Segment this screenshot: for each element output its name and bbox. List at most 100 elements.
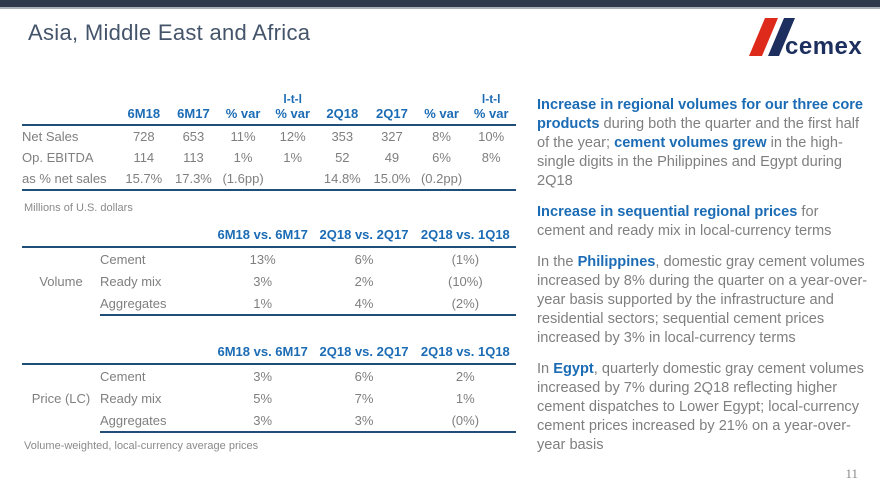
- page-title: Asia, Middle East and Africa: [28, 20, 311, 45]
- column-header: 6M17: [168, 92, 219, 126]
- group-label: Volume: [39, 274, 83, 289]
- table-cell: 7%: [354, 390, 374, 406]
- table-cell: (0.2pp): [416, 168, 467, 191]
- column-header: 2Q17: [367, 92, 417, 126]
- row-label: Ready mix: [100, 390, 162, 406]
- table-corner-cell: [22, 344, 100, 365]
- table-cell: 10%: [478, 129, 505, 144]
- table-corner-cell: [22, 227, 100, 248]
- highlight-text: cement volumes grew: [614, 135, 767, 151]
- row-label: Cement: [100, 368, 146, 384]
- column-header: 2Q18 vs. 1Q18: [414, 344, 516, 365]
- column-header: 2Q18: [317, 92, 368, 126]
- table-cell: 653: [182, 129, 205, 144]
- table-cell: 1%: [455, 390, 475, 406]
- table-cell: 4%: [313, 292, 415, 316]
- top-accent-bar: [0, 0, 880, 9]
- table-cell: 1%: [212, 292, 314, 316]
- highlights-column: Increase in regional volumes for our thr…: [537, 96, 870, 467]
- table-row-aggregates: Aggregates 1% 4% (2%): [22, 292, 516, 316]
- table-cell: 8%: [432, 129, 451, 144]
- table-cell: (1.6pp): [218, 168, 268, 191]
- table-cell: 6%: [432, 150, 451, 165]
- volume-table: 6M18 vs. 6M17 2Q18 vs. 2Q17 2Q18 vs. 1Q1…: [22, 227, 516, 316]
- body-text: in the high-single digits in the Philipp…: [537, 135, 843, 189]
- table-cell: 3%: [313, 409, 415, 433]
- highlight-paragraph-volumes: Increase in regional volumes for our thr…: [537, 96, 870, 191]
- table-cell: (1%): [451, 251, 480, 267]
- logo-wordmark: cemex: [785, 33, 862, 60]
- table-cell: 3%: [212, 409, 314, 433]
- table-cell: 113: [183, 150, 204, 165]
- table-cell: 13%: [249, 251, 276, 267]
- column-header: 6M18 vs. 6M17: [212, 344, 314, 365]
- body-text: during both the quarter and the first ha…: [537, 116, 860, 151]
- body-text: In: [537, 361, 554, 377]
- highlight-paragraph-egypt: In Egypt, quarterly domestic gray cement…: [537, 360, 870, 455]
- table-cell: 52: [335, 150, 350, 165]
- highlight-text: Philippines: [577, 254, 656, 270]
- row-label: Aggregates: [100, 292, 212, 316]
- table-cell: 49: [384, 150, 400, 165]
- row-label: Op. EBITDA: [22, 150, 94, 165]
- column-header: 6M18: [119, 92, 169, 126]
- table-cell: 1%: [283, 150, 303, 165]
- table-row-cement: Price (LC) Cement 3% 6% 2%: [22, 364, 516, 407]
- highlight-paragraph-philippines: In the Philippines, domestic gray cement…: [537, 253, 870, 348]
- column-header: l-t-l% var: [466, 92, 516, 126]
- table-cell: [466, 168, 516, 191]
- table-cell: 6%: [354, 251, 374, 267]
- table-cell: 12%: [279, 129, 306, 144]
- price-table: 6M18 vs. 6M17 2Q18 vs. 2Q17 2Q18 vs. 1Q1…: [22, 344, 516, 433]
- body-text: In the: [537, 254, 578, 270]
- table-row-ready-mix: Ready mix 3% 2% (10%): [22, 270, 516, 292]
- table-cell: 5%: [253, 390, 273, 406]
- row-label: as % net sales: [22, 168, 119, 191]
- body-text: , domestic gray cement volumes increased…: [537, 254, 868, 346]
- table-cell: 3%: [253, 273, 273, 289]
- table-corner-cell: [100, 227, 212, 248]
- price-table-footnote: Volume-weighted, local-currency average …: [24, 440, 259, 452]
- table-cell: 353: [331, 129, 354, 144]
- table-cell: 1%: [233, 150, 253, 165]
- table-cell: (10%): [447, 273, 483, 289]
- row-label: Cement: [100, 251, 146, 267]
- table-row-ready-mix: Ready mix 5% 7% 1%: [22, 387, 516, 409]
- table-corner-cell: [100, 344, 212, 365]
- table-cell: 114: [133, 150, 155, 165]
- page-number: 11: [845, 466, 858, 481]
- table-cell: [267, 168, 318, 191]
- highlight-text: Increase in sequential regional prices: [537, 204, 798, 220]
- table-cell: (2%): [414, 292, 516, 316]
- table-cell: 6%: [354, 368, 374, 384]
- column-header: l-t-l% var: [267, 92, 318, 126]
- table-row-net-sales: Net Sales 728 653 11% 12% 353 327 8% 10%: [22, 125, 516, 147]
- table-cell: (0%): [414, 409, 516, 433]
- highlight-text: Egypt: [553, 361, 594, 377]
- column-header: 6M18 vs. 6M17: [212, 227, 314, 248]
- table-cell: 15.7%: [119, 168, 169, 191]
- financial-results-table: 6M18 6M17 % var l-t-l% var 2Q18 2Q17 % v…: [22, 92, 516, 191]
- body-text: , quarterly domestic gray cement volumes…: [537, 361, 864, 453]
- table-cell: 11%: [230, 129, 256, 144]
- table-cell: 2%: [354, 273, 374, 289]
- table-cell: 8%: [481, 150, 501, 165]
- table-cell: 728: [132, 129, 155, 144]
- table-cell: 327: [381, 129, 403, 144]
- table-row-pct-net-sales: as % net sales 15.7% 17.3% (1.6pp) 14.8%…: [22, 168, 516, 191]
- row-label: Net Sales: [22, 129, 79, 144]
- highlight-text: Increase in regional volumes for our thr…: [537, 97, 864, 132]
- table-corner-cell: [22, 92, 119, 126]
- financial-table-footnote: Millions of U.S. dollars: [24, 202, 133, 214]
- table-cell: 17.3%: [168, 168, 219, 191]
- table-row-aggregates: Aggregates 3% 3% (0%): [22, 409, 516, 433]
- row-label: Aggregates: [100, 409, 212, 433]
- column-header: % var: [218, 92, 268, 126]
- column-header: % var: [416, 92, 467, 126]
- table-cell: 2%: [455, 368, 475, 384]
- cemex-logo: cemex: [749, 18, 862, 60]
- row-label: Ready mix: [100, 273, 162, 289]
- highlight-paragraph-prices: Increase in sequential regional prices f…: [537, 203, 870, 241]
- table-cell: 14.8%: [317, 168, 368, 191]
